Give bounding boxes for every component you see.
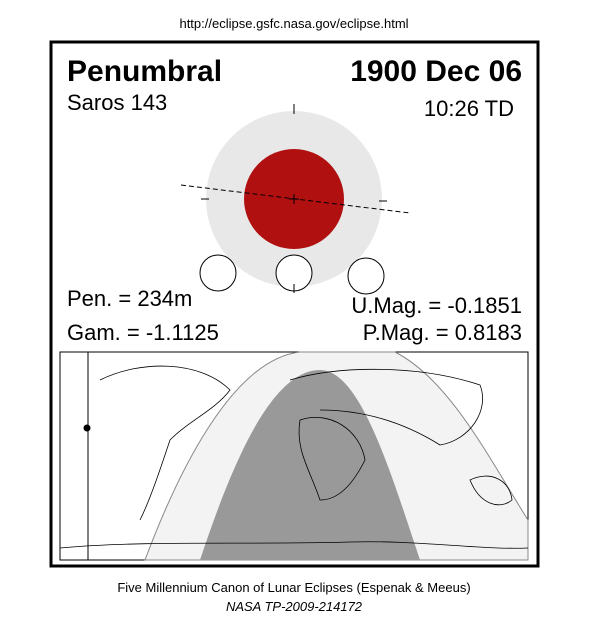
time: 10:26 TD bbox=[424, 96, 514, 121]
coastline bbox=[59, 541, 529, 549]
moon bbox=[347, 257, 385, 295]
footer-reference: NASA TP-2009-214172 bbox=[226, 599, 363, 614]
eclipse-type: Penumbral bbox=[67, 55, 222, 88]
footer-credit: Five Millennium Canon of Lunar Eclipses … bbox=[117, 580, 470, 595]
umbral-zone bbox=[200, 370, 420, 560]
gam: Gam. = -1.1125 bbox=[67, 320, 219, 345]
coastline bbox=[289, 368, 483, 446]
moon bbox=[199, 254, 237, 292]
pen: Pen. = 234m bbox=[67, 286, 192, 311]
coastline bbox=[469, 475, 513, 506]
map bbox=[59, 351, 529, 561]
url: http://eclipse.gsfc.nasa.gov/eclipse.htm… bbox=[179, 16, 408, 31]
saros: Saros 143 bbox=[67, 90, 167, 115]
moon-position bbox=[83, 424, 91, 432]
moon-path bbox=[180, 184, 411, 214]
coastline bbox=[298, 417, 366, 501]
coastline bbox=[99, 365, 231, 521]
umag: U.Mag. = -0.1851 bbox=[351, 293, 522, 318]
pmag: P.Mag. = 0.8183 bbox=[363, 320, 522, 345]
eclipse-date: 1900 Dec 06 bbox=[350, 55, 522, 88]
